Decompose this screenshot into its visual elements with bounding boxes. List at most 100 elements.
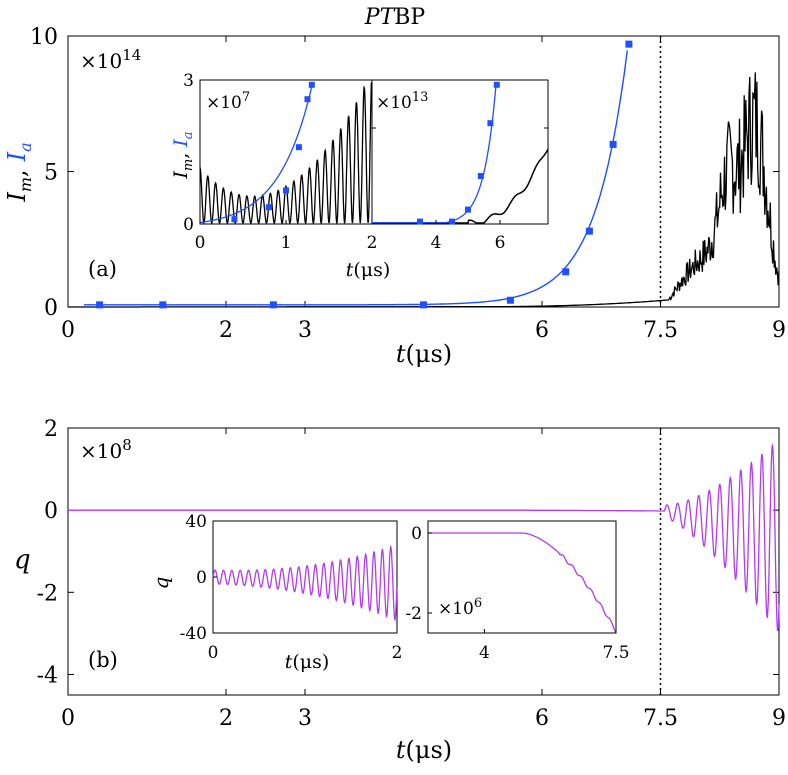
inset-a1-analytic-line bbox=[199, 82, 314, 224]
panel-b-y-tick-label: -2 bbox=[37, 581, 58, 606]
panel-a-x-tick-label: 7.5 bbox=[643, 318, 678, 343]
panel-a-analytic-marker bbox=[625, 40, 633, 48]
inset-a1-exponent-power: 7 bbox=[242, 90, 250, 105]
panel-a-x-tick-label: 2 bbox=[219, 318, 233, 343]
panel-a-x-tick-label: 3 bbox=[298, 318, 312, 343]
panel-b-y-tick-label: 2 bbox=[44, 417, 58, 442]
inset-b1-xlabel-unit: (μs) bbox=[292, 651, 329, 673]
inset-a2-exponent-power: 13 bbox=[412, 90, 429, 105]
inset-a1-x-tick-label: 2 bbox=[367, 233, 378, 253]
panel-a-y-tick-label: 10 bbox=[30, 25, 58, 50]
inset-a1-marker bbox=[295, 144, 302, 151]
panel-a-y-tick-label: 0 bbox=[44, 296, 58, 321]
panel-b-x-tick-label: 9 bbox=[772, 706, 786, 731]
panel-a-x-tick-label: 0 bbox=[61, 318, 75, 343]
inset-a1-marker bbox=[231, 216, 238, 223]
inset-b1-xlabel-t: t bbox=[285, 651, 293, 673]
panel-a-xlabel-unit: (μs) bbox=[406, 340, 453, 368]
inset-a1-exponent-base: ×10 bbox=[206, 93, 242, 113]
panel-a-label: (a) bbox=[88, 257, 117, 281]
inset-b1-charge-line bbox=[212, 544, 398, 622]
inset-a1-ylabel-sub-a: a bbox=[181, 131, 196, 139]
inset-b2-ticks: 4 7.5 0 -2 bbox=[405, 524, 629, 663]
panel-a-exponent: ×1014 bbox=[80, 46, 141, 73]
panel-b-ticks bbox=[67, 427, 780, 695]
inset-b1-x-tick-label: 2 bbox=[392, 643, 403, 663]
inset-a1-x-tick-label: 1 bbox=[281, 233, 292, 253]
panel-a-analytic-marker bbox=[96, 301, 104, 309]
chart-title: PTBP bbox=[364, 5, 426, 30]
inset-a1-ylabel-i-a: I bbox=[170, 139, 192, 148]
inset-a2-axes bbox=[371, 79, 549, 225]
inset-a1-x-tick-label: 0 bbox=[195, 233, 206, 253]
inset-a1-ylabel-sub-m: m bbox=[181, 159, 196, 171]
inset-a2-marker bbox=[487, 120, 494, 127]
title-upright: BP bbox=[394, 5, 425, 30]
panel-b-xlabel-unit: (μs) bbox=[406, 736, 453, 764]
inset-a2-exponent-base: ×10 bbox=[376, 93, 412, 113]
panel-b-x-tick-label: 7.5 bbox=[643, 706, 678, 731]
inset-a2-marker bbox=[493, 81, 500, 88]
ylabel-comma: , bbox=[3, 169, 31, 177]
inset-b2-y-tick-label: -2 bbox=[405, 604, 422, 624]
inset-a1-y-tick-label: 0 bbox=[183, 215, 194, 235]
panel-a-analytic-marker bbox=[609, 140, 617, 148]
panel-a-analytic-marker bbox=[585, 227, 593, 235]
inset-b2-axes bbox=[427, 520, 617, 634]
panel-a-analytic-marker bbox=[269, 301, 277, 309]
inset-a1-marker bbox=[283, 187, 289, 194]
panel-b-x-tick-labels: 0 2 3 6 7.5 9 bbox=[61, 706, 786, 731]
inset-a2-marker bbox=[449, 218, 455, 225]
panel-b-inset-2: 4 7.5 0 -2 ×106 bbox=[405, 520, 630, 663]
panel-a-xlabel: t(μs) bbox=[396, 340, 452, 368]
panel-b-x-tick-label: 3 bbox=[298, 706, 312, 731]
panel-a-analytic-marker bbox=[506, 296, 514, 304]
panel-b-ylabel: q bbox=[14, 545, 31, 575]
inset-b2-exponent-base: ×10 bbox=[438, 599, 474, 619]
inset-a1-exponent: ×107 bbox=[206, 90, 250, 113]
inset-a1-ticks: 0 1 2 0 3 bbox=[183, 71, 377, 253]
panel-a-analytic-marker bbox=[159, 301, 167, 309]
panel-b-x-tick-label: 6 bbox=[535, 706, 549, 731]
inset-b2-exponent: ×106 bbox=[438, 596, 482, 619]
panel-b-xlabel-t: t bbox=[396, 736, 406, 764]
title-italic: PT bbox=[364, 5, 397, 30]
panel-a-ylabel: Im, Ia bbox=[3, 142, 35, 202]
inset-a1-ylabel: Im, Ia bbox=[170, 131, 196, 179]
panel-a-analytic-marker bbox=[420, 301, 427, 309]
inset-b1-y-tick-label: 40 bbox=[185, 512, 207, 532]
inset-a2-marker bbox=[477, 173, 484, 179]
ylabel-i-a: I bbox=[3, 151, 31, 162]
panel-a-analytic-current-line bbox=[83, 50, 628, 306]
panel-a-exponent-power: 14 bbox=[122, 46, 141, 64]
panel-b-y-tick-labels: 2 0 -2 -4 bbox=[37, 417, 58, 688]
inset-a2-x-tick-label: 6 bbox=[495, 233, 506, 253]
panel-b-y-tick-label: 0 bbox=[44, 499, 58, 524]
inset-a1-ylabel-comma: , bbox=[170, 153, 192, 159]
inset-b1-y-tick-label: -40 bbox=[180, 624, 207, 644]
inset-a1-ylabel-i-m: I bbox=[170, 171, 192, 180]
inset-a1-marker bbox=[308, 81, 315, 88]
inset-a2-xlabel-t: t bbox=[346, 259, 354, 281]
panel-a-y-tick-labels: 0 5 10 bbox=[30, 25, 58, 321]
panel-b-xlabel: t(μs) bbox=[396, 736, 452, 764]
panel-a-analytic-markers bbox=[96, 40, 633, 309]
inset-b2-charge-line bbox=[428, 532, 617, 633]
inset-a2-analytic-line bbox=[372, 81, 498, 224]
inset-a1-y-tick-label: 3 bbox=[183, 71, 194, 91]
inset-b2-y-tick-label: 0 bbox=[411, 524, 422, 544]
inset-a2-exponent: ×1013 bbox=[376, 90, 428, 113]
inset-a1-markers bbox=[231, 81, 315, 223]
panel-b-x-tick-label: 0 bbox=[61, 706, 75, 731]
inset-a2-x-tick-label: 4 bbox=[431, 233, 442, 253]
panel-b-axes bbox=[67, 427, 780, 696]
inset-a1-marker bbox=[265, 204, 272, 211]
inset-b1-x-tick-label: 0 bbox=[208, 643, 219, 663]
inset-b2-x-tick-label: 7.5 bbox=[602, 643, 629, 663]
inset-b1-xlabel: t(μs) bbox=[285, 651, 330, 673]
ylabel-i-m: I bbox=[3, 192, 31, 203]
